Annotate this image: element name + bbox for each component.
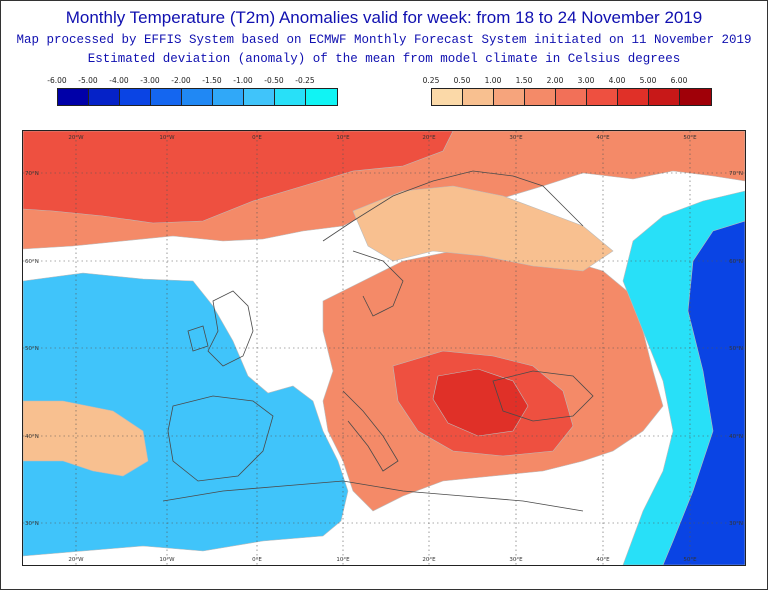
legend-label: 0.50 bbox=[453, 76, 471, 85]
legend-swatch bbox=[58, 89, 89, 105]
legend-swatch bbox=[494, 89, 525, 105]
anomaly-zones bbox=[23, 131, 745, 565]
legend-swatch bbox=[244, 89, 275, 105]
anomaly-map-svg: 20°W 20°W 10°W 10°W 0°E 0°E 10°E 10°E 20°E 20°E 30… bbox=[23, 131, 745, 565]
axis-label: 30°N bbox=[729, 521, 743, 527]
legend-label: -3.00 bbox=[140, 76, 160, 85]
legend-label: 2.00 bbox=[546, 76, 564, 85]
legend-swatch bbox=[120, 89, 151, 105]
zone-norwegian-sea-strong bbox=[23, 131, 454, 224]
legend-swatch bbox=[89, 89, 120, 105]
legend-swatch bbox=[306, 89, 337, 105]
legend-label: -6.00 bbox=[47, 76, 67, 85]
axis-label: 60°N bbox=[25, 259, 39, 265]
legend-label: 3.00 bbox=[577, 76, 595, 85]
legend-swatch bbox=[275, 89, 306, 105]
axis-label: 10°E bbox=[336, 557, 350, 563]
anomaly-map: 20°W 20°W 10°W 10°W 0°E 0°E 10°E 10°E 20°E 20°E 30… bbox=[22, 130, 746, 566]
axis-label: 70°N bbox=[25, 171, 39, 177]
legend-swatch bbox=[213, 89, 244, 105]
zone-west-atlantic-warm bbox=[23, 400, 149, 477]
axis-label: 40°E bbox=[596, 557, 610, 563]
coast-scandinavia bbox=[322, 170, 584, 317]
map-caption: Estimated deviation (anomaly) of the mea… bbox=[87, 52, 681, 66]
axis-label: 40°N bbox=[25, 434, 39, 440]
legend-swatch bbox=[432, 89, 463, 105]
coast-britain bbox=[187, 290, 254, 367]
map-title: Monthly Temperature (T2m) Anomalies vali… bbox=[65, 8, 703, 27]
axis-label: 70°N bbox=[729, 171, 743, 177]
legend-swatch bbox=[463, 89, 494, 105]
legend-label: 0.25 bbox=[422, 76, 440, 85]
zone-scandinavia-warm bbox=[352, 185, 614, 272]
legend-swatch bbox=[618, 89, 649, 105]
legend-swatch bbox=[525, 89, 556, 105]
axis-label: 10°W bbox=[159, 557, 175, 563]
axis-label: 50°E bbox=[683, 557, 697, 563]
axis-label: 50°E bbox=[683, 135, 697, 141]
axis-label: 30°E bbox=[509, 135, 523, 141]
axis-label: 20°E bbox=[422, 135, 436, 141]
legend-swatch bbox=[649, 89, 680, 105]
legend-swatch bbox=[587, 89, 618, 105]
zone-balkans-peak bbox=[432, 368, 529, 437]
axis-label: 20°W bbox=[68, 557, 84, 563]
legend-label: -1.50 bbox=[202, 76, 222, 85]
axis-label: 20°E bbox=[422, 557, 436, 563]
legend-label: 4.00 bbox=[608, 76, 626, 85]
legend-label: -5.00 bbox=[78, 76, 98, 85]
coast-italy bbox=[342, 390, 399, 472]
axis-label: 0°E bbox=[252, 135, 262, 141]
axis-label: 50°N bbox=[25, 346, 39, 352]
map-subtitle: Map processed by EFFIS System based on E… bbox=[16, 33, 752, 47]
axis-labels: 20°W 20°W 10°W 10°W 0°E 0°E 10°E 10°E 20°E 20°E 30… bbox=[25, 135, 743, 563]
legend-swatch bbox=[182, 89, 213, 105]
axis-label: 40°E bbox=[596, 135, 610, 141]
axis-label: 0°E bbox=[252, 557, 262, 563]
legend-warm: 0.25 0.50 1.00 1.50 2.00 3.00 4.00 5.00 6.00 bbox=[423, 76, 712, 106]
legend-label: 5.00 bbox=[639, 76, 657, 85]
axis-label: 60°N bbox=[729, 259, 743, 265]
legend-swatch bbox=[151, 89, 182, 105]
legend-label: 6.00 bbox=[670, 76, 688, 85]
axis-label: 10°E bbox=[336, 135, 350, 141]
legend-label: -2.00 bbox=[171, 76, 191, 85]
axis-label: 50°N bbox=[729, 346, 743, 352]
legend-swatch bbox=[556, 89, 587, 105]
axis-label: 30°E bbox=[509, 557, 523, 563]
axis-label: 40°N bbox=[729, 434, 743, 440]
legend-warm-bar bbox=[431, 88, 712, 106]
legend-cold-labels: -6.00 -5.00 -4.00 -3.00 -2.00 -1.50 -1.00 -0.50… bbox=[47, 76, 337, 86]
legend-label: -0.25 bbox=[295, 76, 315, 85]
legend-label: 1.50 bbox=[515, 76, 533, 85]
axis-label: 30°N bbox=[25, 521, 39, 527]
zone-atlantic-cold bbox=[23, 272, 349, 557]
zone-east-deep-cold bbox=[662, 220, 745, 565]
coastlines bbox=[162, 170, 594, 512]
legend-label: -0.50 bbox=[264, 76, 284, 85]
axis-label: 20°W bbox=[68, 135, 84, 141]
coast-black-sea bbox=[492, 370, 594, 422]
graticule bbox=[23, 131, 745, 565]
legend-label: -1.00 bbox=[233, 76, 253, 85]
axis-label: 10°W bbox=[159, 135, 175, 141]
legend-cold-bar bbox=[57, 88, 338, 106]
legend-cold: -6.00 -5.00 -4.00 -3.00 -2.00 -1.50 -1.00 -0.50… bbox=[47, 76, 338, 106]
coast-north-africa bbox=[162, 480, 584, 512]
coast-iberia bbox=[167, 395, 274, 482]
legend-label: 1.00 bbox=[484, 76, 502, 85]
legend-label: -4.00 bbox=[109, 76, 129, 85]
legend-swatch bbox=[680, 89, 711, 105]
legend-warm-labels: 0.25 0.50 1.00 1.50 2.00 3.00 4.00 5.00 6.00 bbox=[423, 76, 711, 86]
